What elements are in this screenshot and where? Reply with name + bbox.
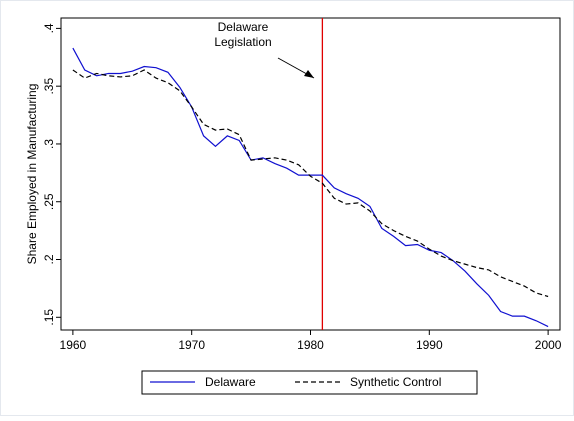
annotation: Legislation [214, 35, 271, 49]
y-axis-label: Share Employed in Manufacturing [25, 84, 39, 265]
annotation-arrowhead [304, 70, 314, 78]
legend-box [141, 370, 478, 395]
plot-area [60, 17, 561, 331]
x-tick-label: 1970 [178, 338, 205, 352]
y-tick-label: .35 [42, 78, 56, 95]
line-series [72, 47, 549, 328]
legend-label: Synthetic Control [350, 375, 441, 389]
y-tick-label: .4 [42, 23, 56, 33]
legend-label: Delaware [205, 375, 256, 389]
x-tick-label: 1960 [60, 338, 87, 352]
y-tick-label: .2 [42, 254, 56, 264]
y-tick-label: .3 [42, 139, 56, 149]
line-series [72, 69, 549, 298]
x-tick-label: 1990 [416, 338, 443, 352]
y-tick-label: .15 [42, 309, 56, 326]
y-tick-label: .25 [42, 193, 56, 210]
annotation: Delaware [218, 20, 269, 34]
x-tick-label: 2000 [535, 338, 562, 352]
x-tick-label: 1980 [297, 338, 324, 352]
